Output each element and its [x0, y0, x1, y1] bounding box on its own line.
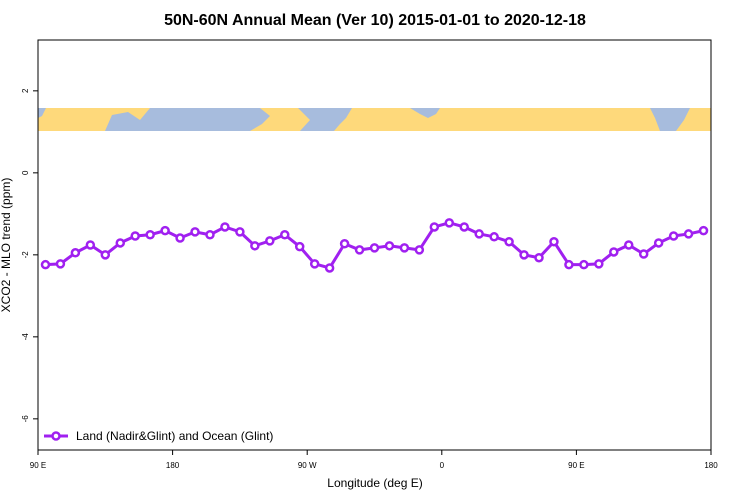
data-point: [698, 225, 709, 236]
x-tick-label: 90 E: [30, 461, 46, 470]
map-ocean: [298, 108, 352, 131]
data-point: [280, 230, 290, 240]
data-point: [205, 230, 215, 240]
data-point: [324, 263, 335, 273]
data-point: [190, 227, 200, 237]
data-point: [429, 222, 440, 232]
data-point: [459, 222, 469, 232]
y-tick-label: -2: [21, 251, 30, 259]
data-point: [354, 245, 365, 255]
data-point: [339, 239, 350, 249]
data-point: [220, 222, 230, 232]
y-tick-label: -6: [21, 415, 30, 423]
data-point: [369, 243, 380, 253]
data-point: [668, 231, 679, 241]
data-point: [40, 259, 51, 270]
data-point: [534, 252, 544, 263]
legend-label: Land (Nadir&Glint) and Ocean (Glint): [76, 429, 273, 443]
data-point: [130, 231, 140, 241]
data-point: [683, 229, 694, 239]
x-tick-label: 180: [166, 461, 180, 470]
data-point: [100, 250, 111, 260]
data-point: [444, 218, 455, 228]
data-point: [55, 259, 66, 269]
data-point: [70, 248, 81, 258]
y-axis-label: XCO2 - MLO trend (ppm): [0, 178, 13, 313]
data-point: [594, 259, 604, 269]
data-point: [265, 236, 275, 246]
data-point: [250, 241, 260, 251]
x-tick-label: 180: [704, 461, 718, 470]
y-tick-label: 2: [21, 88, 30, 93]
x-tick-label: 90 E: [568, 461, 584, 470]
map-strip: [38, 108, 711, 131]
y-tick-label: -4: [21, 333, 30, 341]
chart-title: 50N-60N Annual Mean (Ver 10) 2015-01-01 …: [164, 12, 586, 29]
data-point: [549, 236, 559, 247]
data-point: [653, 238, 664, 248]
data-point: [474, 229, 484, 239]
data-point: [145, 230, 155, 240]
x-tick-label: 0: [440, 461, 445, 470]
data-point: [489, 232, 499, 242]
data-point: [309, 259, 320, 269]
data-point: [414, 245, 425, 255]
data-point: [579, 259, 589, 270]
map-ocean: [105, 108, 270, 131]
data-point: [638, 249, 649, 259]
data-point: [160, 225, 170, 236]
map-ocean: [650, 108, 690, 131]
data-point: [115, 238, 126, 248]
data-point: [504, 236, 514, 247]
y-tick-label: 0: [21, 170, 30, 175]
x-axis-label: Longitude (deg E): [327, 476, 422, 490]
x-tick-label: 90 W: [298, 461, 317, 470]
data-point: [235, 227, 245, 237]
data-point: [175, 233, 185, 243]
legend-marker: [51, 431, 61, 441]
data-point: [609, 247, 619, 257]
map-ocean: [38, 108, 46, 118]
data-point: [399, 243, 410, 253]
data-point: [294, 241, 305, 252]
data-point: [384, 241, 395, 251]
data-point: [564, 259, 574, 270]
map-ocean: [410, 108, 440, 118]
plot-frame: [37, 39, 712, 451]
data-point: [519, 250, 529, 260]
data-point: [85, 240, 96, 250]
data-point: [623, 240, 634, 250]
